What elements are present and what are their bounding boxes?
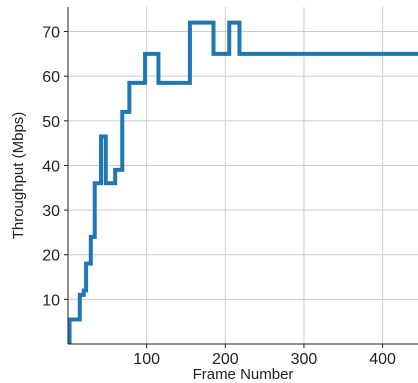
series-layer: [68, 23, 418, 344]
y-tick-label: 10: [42, 292, 60, 309]
y-tick-label: 20: [42, 248, 60, 265]
y-tick-label: 60: [42, 69, 60, 86]
x-tick-label: 400: [369, 351, 396, 368]
throughput-line: [68, 23, 418, 344]
y-tick-label: 50: [42, 114, 60, 131]
y-tick-label: 70: [42, 25, 60, 42]
y-tick-label: 30: [42, 203, 60, 220]
y-axis-label: Throughput (Mbps): [10, 112, 27, 240]
x-axis-label: Frame Number: [193, 366, 294, 383]
x-tick-label: 100: [133, 351, 160, 368]
y-tick-label: 40: [42, 158, 60, 175]
x-tick-label: 300: [291, 351, 318, 368]
grid: [68, 7, 418, 344]
